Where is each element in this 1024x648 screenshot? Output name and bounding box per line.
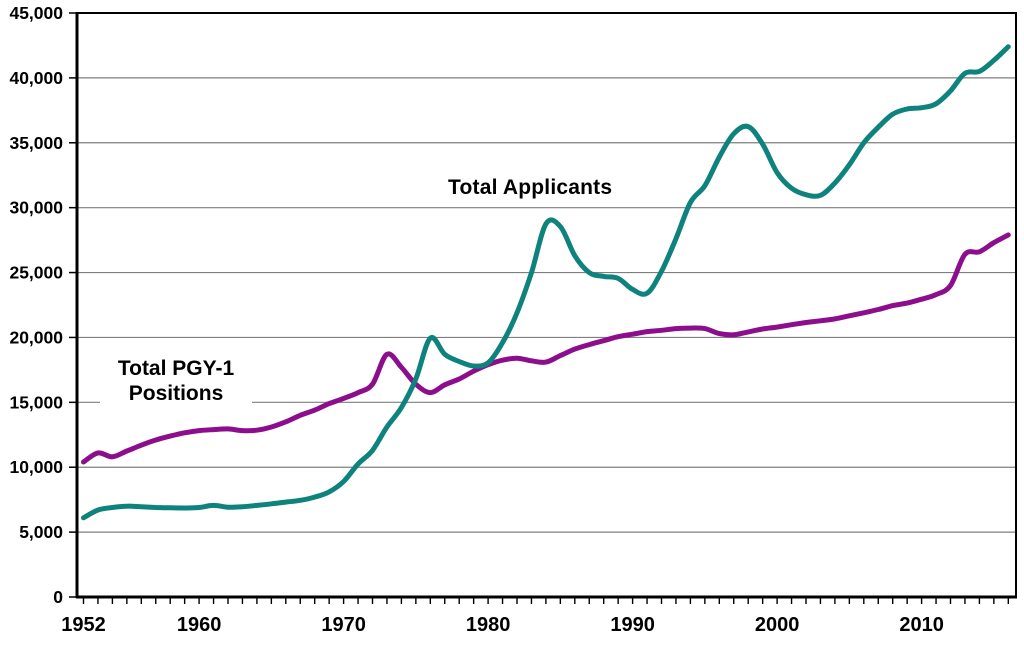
series-line-total-pgy-1-positions — [81, 232, 1011, 465]
y-axis-label-20000: 20,000 — [9, 327, 63, 347]
y-axis-label-5000: 5,000 — [19, 522, 63, 542]
plot-border — [76, 12, 1017, 598]
y-axis-label-10000: 10,000 — [9, 457, 63, 477]
x-axis-label-2010: 2010 — [899, 614, 944, 636]
x-axis-label-1980: 1980 — [466, 614, 511, 636]
series-line-total-applicants — [81, 44, 1011, 521]
x-axis-label-2000: 2000 — [755, 614, 800, 636]
y-axis-label-30000: 30,000 — [9, 198, 63, 218]
y-axis-label-0: 0 — [53, 587, 63, 607]
series-label-total-pgy1-positions: Total PGY-1 Positions — [100, 355, 252, 408]
x-axis-label-1952: 1952 — [61, 614, 106, 636]
y-axis-label-25000: 25,000 — [9, 263, 63, 283]
y-axis-label-35000: 35,000 — [9, 133, 63, 153]
x-axis-label-1990: 1990 — [610, 614, 655, 636]
y-axis-label-40000: 40,000 — [9, 68, 63, 88]
series-label-total-applicants: Total Applicants — [448, 176, 613, 199]
x-axis-label-1960: 1960 — [177, 614, 222, 636]
series-label-total-pgy1-line2: Positions — [128, 382, 224, 405]
series-label-total-pgy1-line1: Total PGY-1 — [117, 357, 235, 380]
y-axis-label-15000: 15,000 — [9, 392, 63, 412]
x-axis-label-1970: 1970 — [321, 614, 366, 636]
y-axis-label-45000: 45,000 — [9, 3, 63, 23]
